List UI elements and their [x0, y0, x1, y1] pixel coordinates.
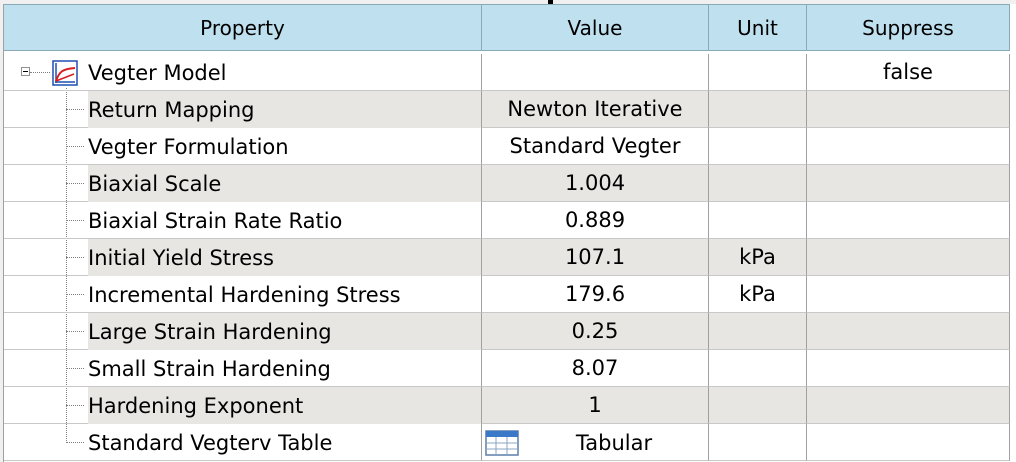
tree-branch	[66, 331, 84, 332]
property-row-initial-yield-stress[interactable]: Initial Yield Stress 107.1 kPa	[0, 239, 1016, 276]
property-name: Initial Yield Stress	[88, 239, 481, 276]
property-row-biaxial-strain-rate-ratio[interactable]: Biaxial Strain Rate Ratio 0.889	[0, 202, 1016, 239]
tree-branch	[66, 220, 84, 221]
property-name: Small Strain Hardening	[88, 356, 331, 381]
property-suppress-cell[interactable]	[807, 276, 1010, 313]
property-unit-cell[interactable]	[709, 387, 807, 424]
model-property-cell[interactable]: Vegter Model	[4, 54, 482, 91]
property-row-small-strain-hardening[interactable]: Small Strain Hardening 8.07	[0, 350, 1016, 387]
property-unit-cell[interactable]	[709, 350, 807, 387]
property-name: Biaxial Strain Rate Ratio	[88, 208, 343, 233]
property-name: Vegter Formulation	[88, 134, 289, 159]
property-name-cell[interactable]: Biaxial Scale	[4, 165, 482, 202]
property-value-cell[interactable]: Tabular	[482, 424, 709, 461]
property-suppress-cell[interactable]	[807, 202, 1010, 239]
property-row-return-mapping[interactable]: Return Mapping Newton Iterative	[0, 91, 1016, 128]
property-name: Hardening Exponent	[88, 387, 481, 424]
tree-branch	[66, 257, 84, 258]
property-name: Return Mapping	[88, 91, 481, 128]
property-value-cell[interactable]: Newton Iterative	[482, 91, 709, 128]
property-name-cell[interactable]: Vegter Formulation	[4, 128, 482, 165]
top-edge	[0, 0, 1016, 4]
top-edge-mark	[548, 0, 553, 4]
property-name: Standard Vegterv Table	[88, 430, 333, 455]
model-suppress-cell[interactable]: false	[807, 54, 1010, 91]
property-value-cell[interactable]: 107.1	[482, 239, 709, 276]
property-unit-cell[interactable]	[709, 313, 807, 350]
property-unit-cell[interactable]	[709, 202, 807, 239]
property-unit-cell[interactable]	[709, 424, 807, 461]
property-name: Biaxial Scale	[88, 165, 481, 202]
property-value-cell[interactable]: Standard Vegter	[482, 128, 709, 165]
property-name-cell[interactable]: Hardening Exponent	[4, 387, 482, 424]
property-suppress-cell[interactable]	[807, 239, 1010, 276]
tabular-value: Tabular	[575, 430, 653, 455]
property-name-cell[interactable]: Return Mapping	[4, 91, 482, 128]
property-row-standard-vegterv-table[interactable]: Standard Vegterv Table Tabular	[0, 424, 1016, 461]
table-icon[interactable]	[485, 430, 519, 456]
property-unit-cell[interactable]	[709, 91, 807, 128]
tree-branch	[66, 183, 84, 184]
tree-branch	[66, 405, 84, 406]
property-suppress-cell[interactable]	[807, 165, 1010, 202]
property-value-cell[interactable]: 0.25	[482, 313, 709, 350]
model-row[interactable]: Vegter Model false	[0, 54, 1016, 91]
tree-branch	[66, 294, 84, 295]
property-suppress-cell[interactable]	[807, 424, 1010, 461]
property-suppress-cell[interactable]	[807, 350, 1010, 387]
tree-connector-line	[66, 88, 67, 443]
property-name-cell[interactable]: Standard Vegterv Table	[4, 424, 482, 461]
property-name-cell[interactable]: Large Strain Hardening	[4, 313, 482, 350]
header-value[interactable]: Value	[482, 4, 709, 51]
header-property[interactable]: Property	[4, 4, 482, 51]
property-name: Incremental Hardening Stress	[88, 282, 401, 307]
property-suppress-cell[interactable]	[807, 128, 1010, 165]
property-value-cell[interactable]: 1	[482, 387, 709, 424]
material-model-icon	[52, 60, 78, 86]
property-row-incremental-hardening-stress[interactable]: Incremental Hardening Stress 179.6 kPa	[0, 276, 1016, 313]
model-value-cell[interactable]	[482, 54, 709, 91]
model-unit-cell[interactable]	[709, 54, 807, 91]
property-value-cell[interactable]: 8.07	[482, 350, 709, 387]
property-row-large-strain-hardening[interactable]: Large Strain Hardening 0.25	[0, 313, 1016, 350]
tree-branch	[66, 109, 84, 110]
property-unit-cell[interactable]	[709, 128, 807, 165]
tree-connector	[30, 72, 50, 73]
property-value-cell[interactable]: 179.6	[482, 276, 709, 313]
property-name-cell[interactable]: Small Strain Hardening	[4, 350, 482, 387]
property-unit-cell[interactable]	[709, 165, 807, 202]
left-edge	[0, 4, 4, 462]
property-suppress-cell[interactable]	[807, 313, 1010, 350]
property-row-biaxial-scale[interactable]: Biaxial Scale 1.004	[0, 165, 1016, 202]
tree-branch	[66, 146, 84, 147]
property-unit-cell[interactable]: kPa	[709, 276, 807, 313]
property-name-cell[interactable]: Biaxial Strain Rate Ratio	[4, 202, 482, 239]
tree-branch	[66, 368, 84, 369]
model-name: Vegter Model	[88, 60, 227, 85]
property-suppress-cell[interactable]	[807, 387, 1010, 424]
property-name-cell[interactable]: Incremental Hardening Stress	[4, 276, 482, 313]
property-name: Large Strain Hardening	[88, 313, 481, 350]
property-row-hardening-exponent[interactable]: Hardening Exponent 1	[0, 387, 1016, 424]
tree-branch	[66, 442, 84, 443]
collapse-toggle-icon[interactable]	[21, 67, 30, 76]
property-unit-cell[interactable]: kPa	[709, 239, 807, 276]
property-value-cell[interactable]: 0.889	[482, 202, 709, 239]
header-unit[interactable]: Unit	[709, 4, 807, 51]
property-suppress-cell[interactable]	[807, 91, 1010, 128]
property-value-cell[interactable]: 1.004	[482, 165, 709, 202]
property-name-cell[interactable]: Initial Yield Stress	[4, 239, 482, 276]
property-row-vegter-formulation[interactable]: Vegter Formulation Standard Vegter	[0, 128, 1016, 165]
header-suppress[interactable]: Suppress	[807, 4, 1010, 51]
